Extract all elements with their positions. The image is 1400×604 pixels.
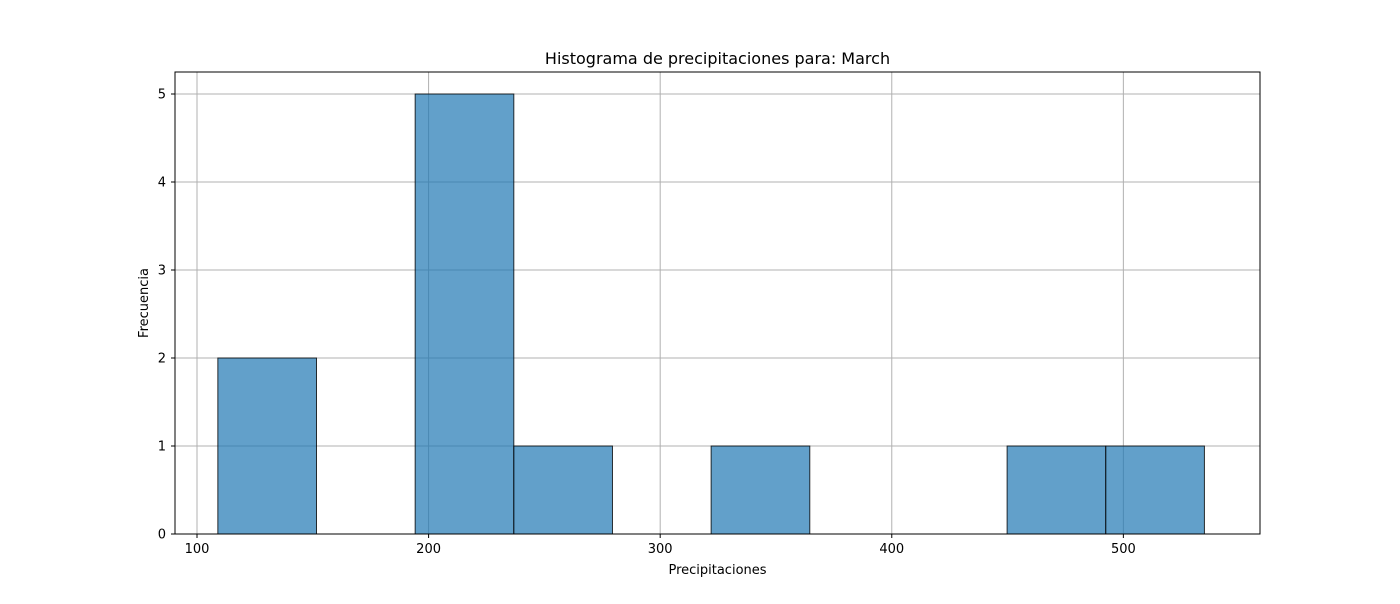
bar-layer [217, 93, 1205, 535]
histogram-bar-2 [414, 93, 515, 535]
y-tick-label-0: 0 [158, 528, 166, 543]
histogram-bar-8 [1006, 445, 1107, 535]
y-tick-label-3: 3 [158, 264, 166, 279]
histogram-bar-3 [513, 445, 613, 535]
chart-title: Histograma de precipitaciones para: Marc… [545, 49, 890, 68]
y-tick-label-5: 5 [158, 88, 166, 103]
x-tick-label-3: 400 [879, 542, 904, 557]
x-tick-label-0: 100 [185, 542, 210, 557]
y-tick-label-2: 2 [158, 352, 166, 367]
tick-layer: 100 200 300 400 500 0 1 2 3 4 5 [158, 88, 1136, 558]
y-tick-label-1: 1 [158, 440, 166, 455]
x-tick-label-2: 300 [648, 542, 673, 557]
x-axis-label: Precipitaciones [668, 563, 766, 578]
y-axis-label: Frecuencia [137, 268, 152, 338]
y-tick-label-4: 4 [158, 176, 166, 191]
histogram-bar-0 [217, 357, 318, 535]
histogram-bar-5 [710, 445, 811, 535]
plot-frame [174, 71, 1261, 535]
x-tick-label-1: 200 [416, 542, 441, 557]
x-tick-label-4: 500 [1111, 542, 1136, 557]
histogram-bar-9 [1105, 445, 1205, 535]
